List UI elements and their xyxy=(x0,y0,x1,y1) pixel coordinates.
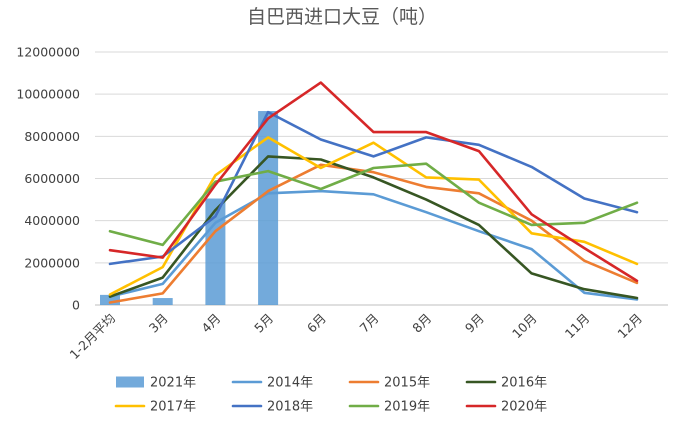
chart-title: 自巴西进口大豆（吨） xyxy=(247,6,437,28)
series-line xyxy=(108,155,639,300)
x-tick-label: 7月 xyxy=(357,311,382,336)
legend: 2021年 2014年 2015年 2016年 2017年 2018年 2019年 2020年 xyxy=(114,376,547,415)
legend-label: 2017年 xyxy=(150,400,196,415)
y-tick-label: 4000000 xyxy=(24,213,80,228)
legend-label: 2016年 xyxy=(501,376,547,391)
y-tick-label: 6000000 xyxy=(24,171,80,186)
y-tick-label: 0 xyxy=(72,298,80,313)
x-tick-label: 10月 xyxy=(509,311,540,342)
y-axis: 0 2000000 4000000 6000000 8000000 10000000 120… xyxy=(16,45,80,313)
series-line xyxy=(108,189,639,301)
x-tick-label: 3月 xyxy=(146,311,171,336)
legend-label: 2018年 xyxy=(267,400,313,415)
bar xyxy=(100,294,120,305)
y-tick-label: 2000000 xyxy=(24,255,80,270)
legend-label: 2014年 xyxy=(267,376,313,391)
bar-series xyxy=(100,111,279,306)
x-tick-label: 1-2月平均 xyxy=(67,311,119,363)
x-tick-label: 9月 xyxy=(462,311,487,336)
bar xyxy=(205,198,226,305)
x-tick-label: 4月 xyxy=(198,311,223,336)
series-line xyxy=(108,110,639,266)
legend-swatch xyxy=(116,376,144,388)
bar xyxy=(152,298,173,305)
x-tick-label: 11月 xyxy=(562,311,593,342)
x-tick-label: 5月 xyxy=(251,311,276,336)
x-tick-label: 8月 xyxy=(409,311,434,336)
y-tick-label: 10000000 xyxy=(16,87,80,102)
x-tick-label: 6月 xyxy=(304,311,329,336)
y-tick-label: 8000000 xyxy=(24,129,80,144)
y-tick-label: 12000000 xyxy=(16,45,80,60)
legend-label: 2019年 xyxy=(384,400,430,415)
legend-label: 2021年 xyxy=(150,376,196,391)
bar xyxy=(258,111,279,306)
line-series xyxy=(108,81,639,304)
series-line xyxy=(108,81,639,283)
x-tick-label: 12月 xyxy=(614,311,645,342)
x-axis: 1-2月平均 3月 4月 5月 6月 7月 8月 9月 10月 11月 12月 xyxy=(67,311,646,363)
legend-label: 2020年 xyxy=(501,400,547,415)
grid xyxy=(95,51,668,306)
series-line xyxy=(108,136,639,296)
legend-label: 2015年 xyxy=(384,376,430,391)
series-line xyxy=(108,163,639,304)
